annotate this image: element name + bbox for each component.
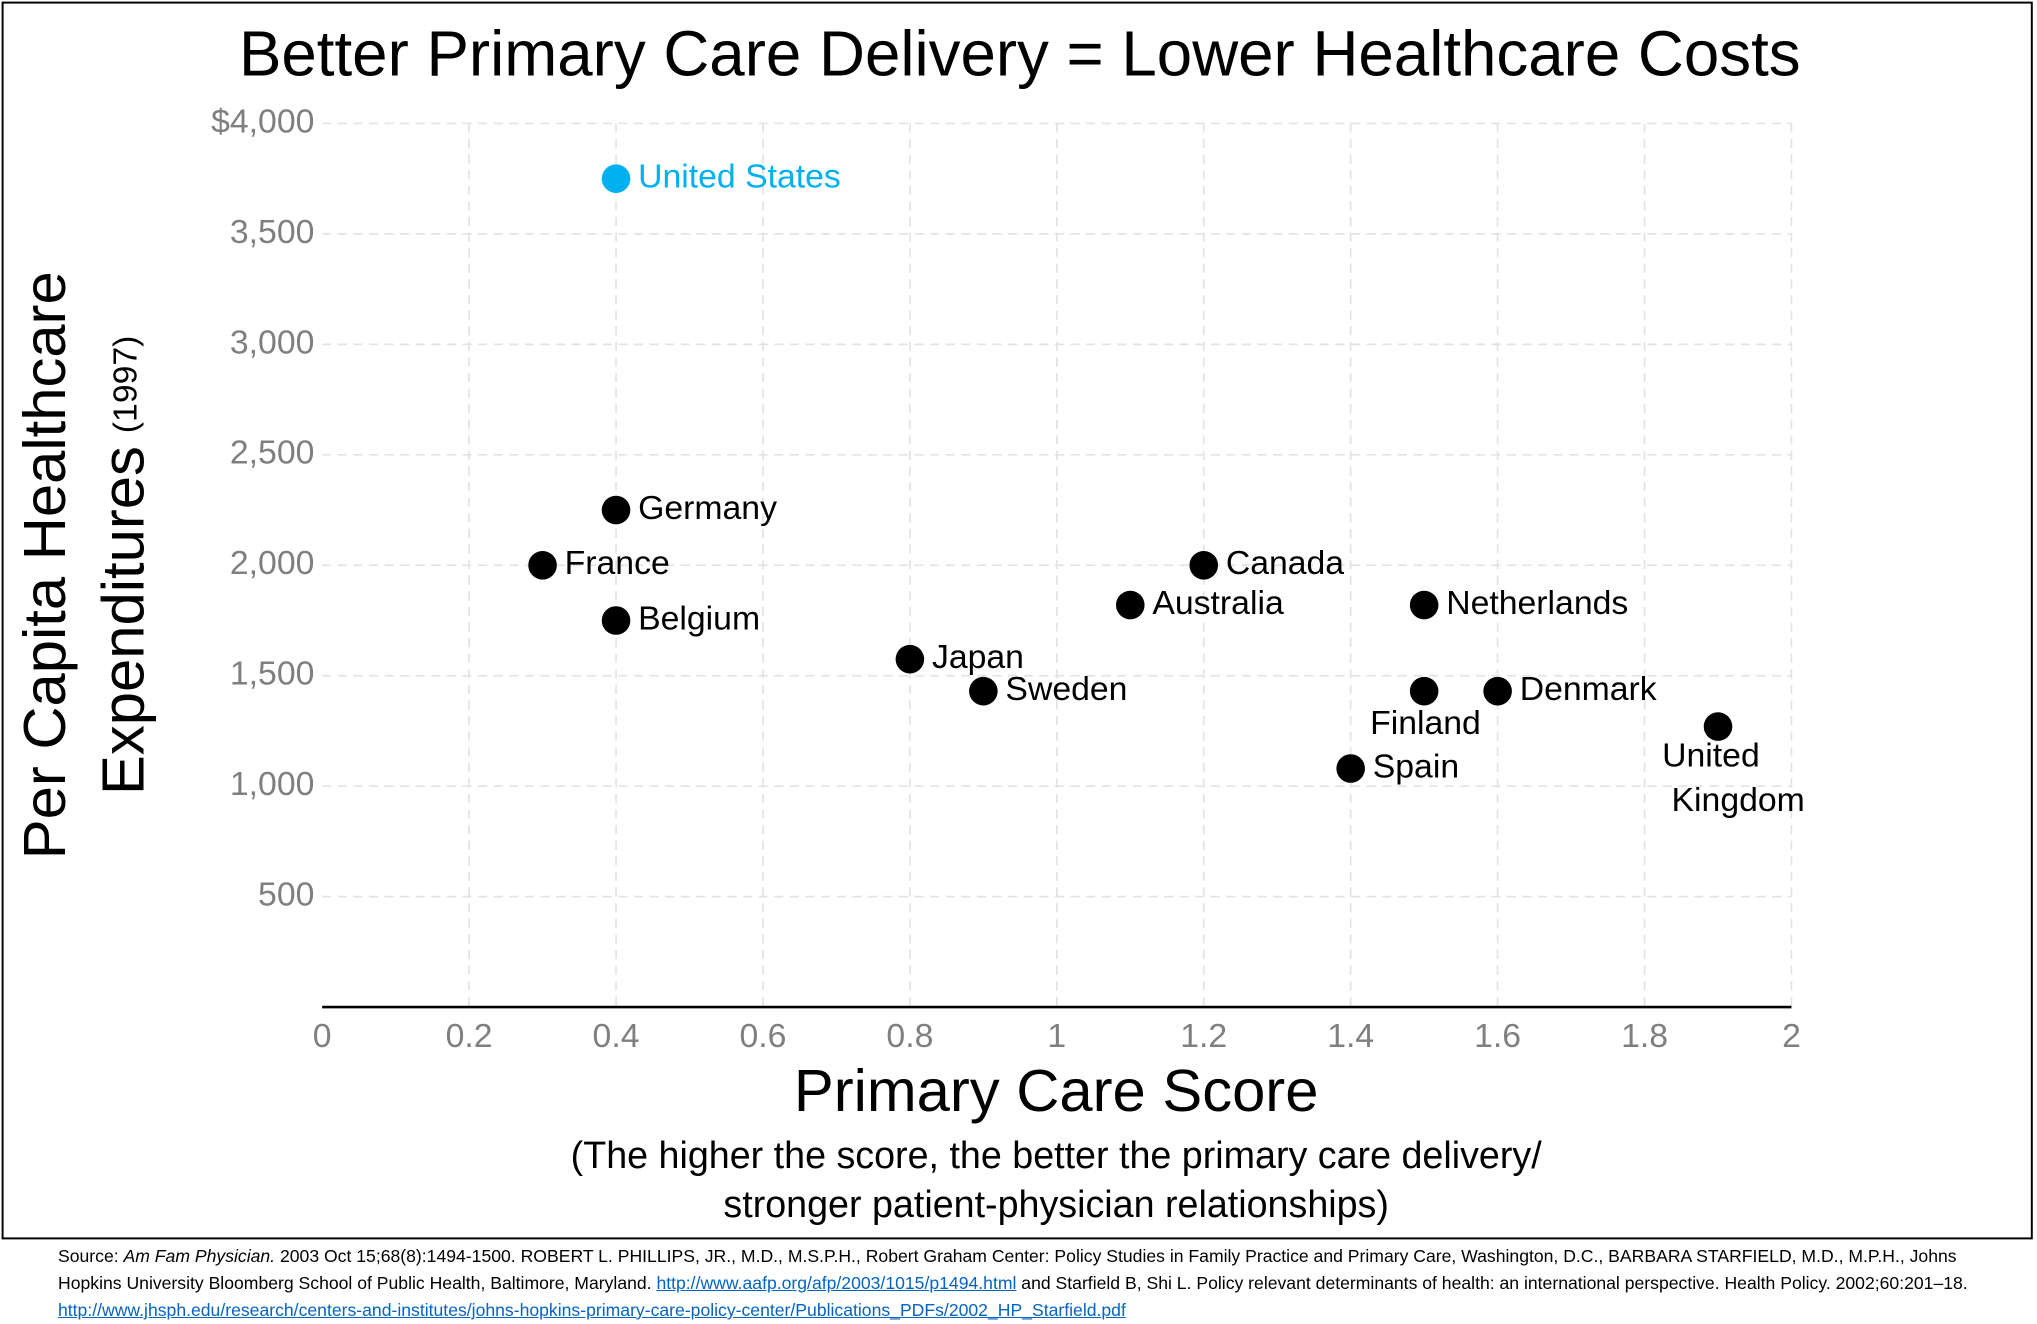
point-label: Germany: [638, 489, 777, 527]
x-tick-label: 0.4: [593, 1017, 640, 1055]
point-label: Sweden: [1005, 670, 1127, 708]
chart: Better Primary Care Delivery = Lower Hea…: [1, 1, 2033, 1240]
point: [1483, 676, 1512, 706]
source-text: and Starfield B, Shi L. Policy relevant …: [1016, 1273, 1968, 1293]
y-tick-label: 3,500: [230, 213, 314, 251]
y-tick-label: $4,000: [211, 102, 314, 140]
point: [969, 676, 998, 706]
x-tick-label: 0.2: [446, 1017, 493, 1055]
point-label: Belgium: [638, 599, 760, 637]
source-link[interactable]: http://www.aafp.org/afp/2003/1015/p1494.…: [656, 1273, 1017, 1293]
y-tick-label: 2,000: [230, 544, 314, 582]
point: [1703, 712, 1733, 741]
point: [895, 644, 925, 674]
x-tick-label: 1.4: [1327, 1017, 1374, 1055]
x-axis-subtitle: stronger patient-physician relationships…: [723, 1183, 1389, 1225]
frame: [1, 1, 2033, 1240]
y-tick-label: 3,000: [230, 323, 314, 361]
point: [528, 550, 557, 580]
point: [601, 606, 631, 635]
x-tick-label: 1.8: [1621, 1017, 1668, 1055]
point: [601, 164, 631, 193]
point-label: Australia: [1152, 584, 1284, 622]
y-axis-title: Per Capita Healthcare: [11, 271, 78, 859]
point-label: Japan: [932, 638, 1024, 676]
point: [1409, 676, 1439, 706]
chart-title: Better Primary Care Delivery = Lower Hea…: [239, 18, 1801, 89]
x-tick-label: 0.6: [739, 1017, 786, 1055]
x-axis-subtitle: (The higher the score, the better the pr…: [571, 1134, 1543, 1176]
x-tick-label: 1.2: [1180, 1017, 1227, 1055]
point-label: United Kingdom: [1662, 737, 1805, 819]
y-tick-label: 500: [258, 876, 314, 914]
point-label: Denmark: [1520, 670, 1657, 708]
x-tick-label: 1: [1047, 1017, 1066, 1055]
y-tick-label: 1,000: [230, 765, 314, 803]
point: [1115, 590, 1145, 620]
x-tick-label: 1.6: [1474, 1017, 1521, 1055]
point-label: United States: [638, 158, 841, 196]
y-axis-title-line: Expenditures: [89, 446, 156, 795]
point: [1189, 550, 1219, 580]
x-tick-label: 2: [1782, 1017, 1801, 1055]
source-journal: Am Fam Physician.: [123, 1246, 276, 1266]
x-tick-label: 0.8: [886, 1017, 933, 1055]
source-note: Source: Am Fam Physician. 2003 Oct 15;68…: [58, 1243, 2018, 1324]
point-label: France: [565, 544, 670, 582]
source-link[interactable]: http://www.jhsph.edu/research/centers-an…: [58, 1300, 1126, 1320]
point-label: Netherlands: [1446, 584, 1628, 622]
y-tick-label: 2,500: [230, 434, 314, 472]
point: [1409, 590, 1439, 620]
source-text: 2003 Oct 15;68(8):1494-1500. ROBERT L. P…: [58, 1246, 1957, 1293]
y-axis-title: Expenditures (1997): [89, 336, 156, 795]
point: [601, 495, 631, 525]
y-axis-title-note: (1997): [106, 336, 144, 434]
x-axis-title: Primary Care Score: [794, 1057, 1319, 1124]
point-label: Spain: [1373, 747, 1459, 785]
point: [1336, 754, 1365, 783]
point-label: Finland: [1370, 704, 1481, 742]
point-label: Canada: [1226, 544, 1344, 582]
x-tick-label: 0: [313, 1017, 332, 1055]
y-tick-label: 1,500: [230, 655, 314, 693]
source-text: Source:: [58, 1246, 124, 1266]
